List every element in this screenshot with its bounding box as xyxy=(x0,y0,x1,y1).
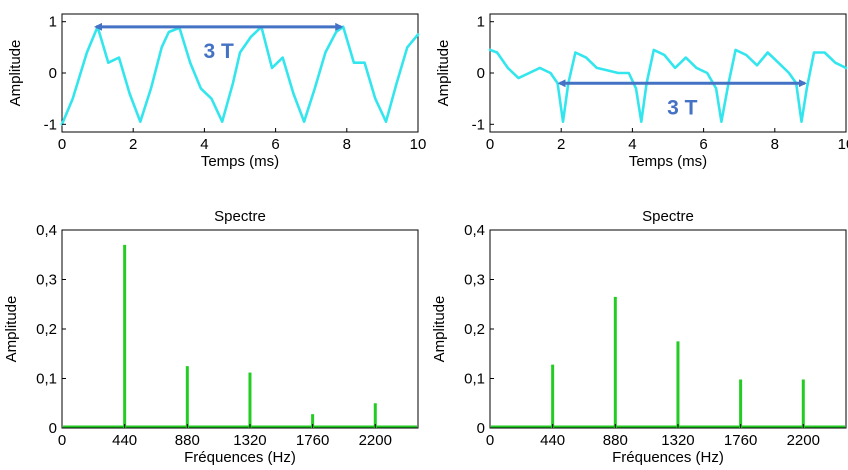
plot-frame xyxy=(489,229,847,429)
x-tick-label: 0 xyxy=(58,432,66,449)
spectrum-plot-right: 0 440 880 1320 1760 2200 0 0,1 0,2 0,3 0,4 Fréquenc… xyxy=(431,208,847,466)
x-tick-label: 1320 xyxy=(233,432,266,449)
x-tick-label: 2 xyxy=(557,136,565,153)
x-tick-label: 6 xyxy=(271,136,279,153)
x-tick-label: 10 xyxy=(838,136,848,153)
plot-frame xyxy=(61,229,419,429)
y-tick-label: 0,4 xyxy=(36,222,57,239)
y-tick-label: 0 xyxy=(49,420,57,437)
x-tick-label: 1320 xyxy=(661,432,694,449)
y-axis-title: Amplitude xyxy=(431,296,448,363)
x-tick-label: 8 xyxy=(771,136,779,153)
period-label: 3 T xyxy=(667,96,698,119)
y-tick-label: 0,3 xyxy=(36,272,57,289)
x-tick-label: 440 xyxy=(112,432,137,449)
x-tick-label: 1760 xyxy=(296,432,329,449)
x-tick-label: 0 xyxy=(486,136,494,153)
x-tick-label: 880 xyxy=(603,432,628,449)
spectrum-plot-left: 0 440 880 1320 1760 2200 0 0,1 0,2 0,3 0,4 Fréquenc… xyxy=(3,208,419,466)
x-tick-label: 4 xyxy=(628,136,636,153)
x-tick-label: 1760 xyxy=(724,432,757,449)
x-tick-label: 2200 xyxy=(787,432,820,449)
y-tick-label: 1 xyxy=(49,14,57,31)
y-tick-label: 0,1 xyxy=(464,371,485,388)
y-axis-title: Amplitude xyxy=(3,296,20,363)
x-axis-title: Fréquences (Hz) xyxy=(612,449,724,466)
y-tick-label: 0,1 xyxy=(36,371,57,388)
period-label: 3 T xyxy=(203,40,234,63)
y-tick-label: 0 xyxy=(477,65,485,82)
y-tick-label: 0,4 xyxy=(464,222,485,239)
waveform-line xyxy=(60,25,420,126)
x-tick-label: 10 xyxy=(410,136,427,153)
x-tick-label: 8 xyxy=(343,136,351,153)
x-axis-title: Temps (ms) xyxy=(201,153,279,170)
plot-frame xyxy=(61,13,419,133)
x-tick-label: 880 xyxy=(175,432,200,449)
y-axis-title: Amplitude xyxy=(435,40,452,107)
waveform-line xyxy=(488,48,848,123)
y-tick-label: -1 xyxy=(472,116,485,133)
x-tick-label: 4 xyxy=(200,136,208,153)
x-axis-title: Fréquences (Hz) xyxy=(184,449,296,466)
x-tick-label: 6 xyxy=(699,136,707,153)
y-tick-label: 0 xyxy=(49,65,57,82)
x-tick-label: 0 xyxy=(58,136,66,153)
x-tick-label: 2200 xyxy=(359,432,392,449)
plot-title: Spectre xyxy=(642,208,694,225)
y-tick-label: 0 xyxy=(477,420,485,437)
y-axis-title: Amplitude xyxy=(7,40,24,107)
x-tick-label: 0 xyxy=(486,432,494,449)
x-axis-title: Temps (ms) xyxy=(629,153,707,170)
plot-title: Spectre xyxy=(214,208,266,225)
x-tick-label: 2 xyxy=(129,136,137,153)
y-tick-label: 0,3 xyxy=(464,272,485,289)
y-tick-label: 1 xyxy=(477,14,485,31)
x-tick-label: 440 xyxy=(540,432,565,449)
y-tick-label: 0,2 xyxy=(464,321,485,338)
y-tick-label: -1 xyxy=(44,116,57,133)
y-tick-label: 0,2 xyxy=(36,321,57,338)
